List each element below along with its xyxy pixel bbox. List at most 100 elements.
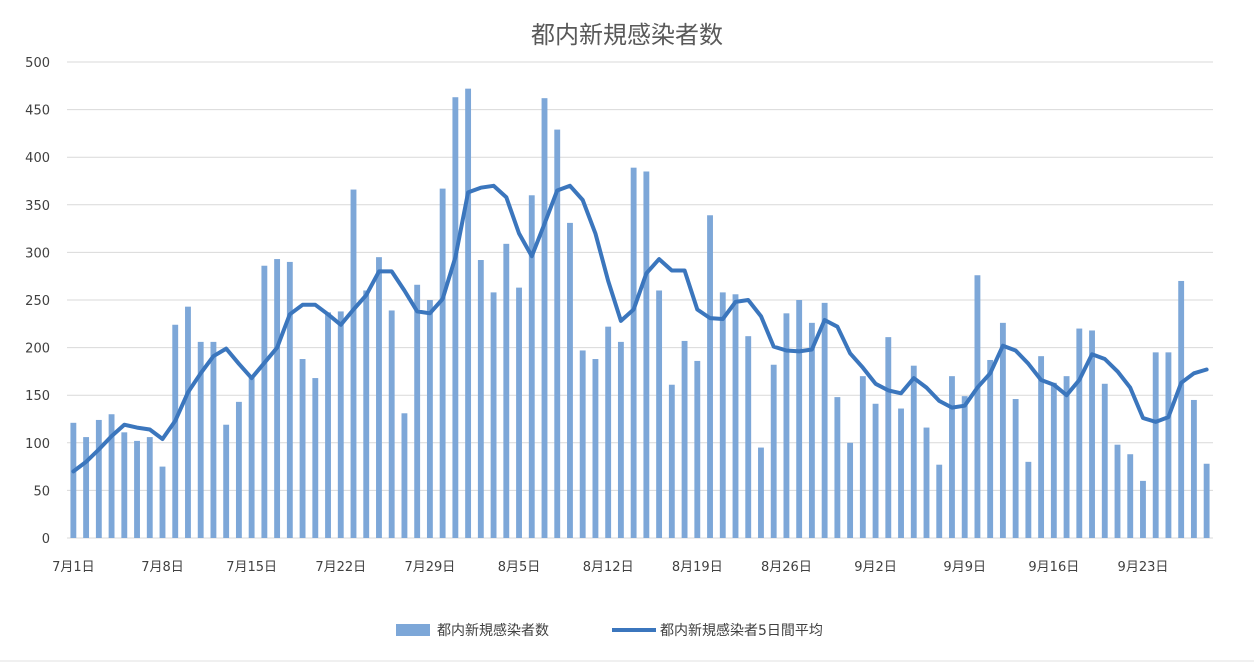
bar — [516, 287, 522, 538]
average-line — [71, 183, 1209, 474]
bar-series — [70, 88, 1210, 539]
y-tick-label: 100 — [25, 437, 50, 452]
bar — [197, 341, 204, 538]
bar — [758, 447, 764, 538]
bar — [108, 414, 115, 538]
line-series — [71, 183, 1209, 474]
x-tick-label: 7月1日 — [52, 560, 95, 575]
bar — [465, 88, 472, 538]
bar — [987, 359, 994, 538]
bar — [325, 312, 331, 538]
bar — [796, 300, 803, 538]
bar — [783, 313, 790, 538]
bar — [337, 311, 344, 538]
bar — [630, 167, 637, 538]
bar — [554, 129, 561, 539]
bar — [745, 336, 752, 538]
bar — [363, 290, 370, 538]
bar — [70, 422, 77, 538]
bar — [1012, 399, 1019, 538]
bar — [414, 284, 421, 538]
x-tick-label: 8月12日 — [583, 560, 634, 575]
legend-bar-swatch — [396, 624, 430, 636]
bar — [274, 259, 281, 538]
bar — [1063, 376, 1070, 538]
bar — [210, 341, 217, 538]
bar — [1089, 330, 1095, 538]
bar — [312, 378, 319, 538]
bar — [1038, 356, 1045, 538]
x-tick-label: 7月29日 — [404, 560, 455, 575]
x-tick-label: 8月26日 — [761, 560, 812, 575]
bar — [643, 171, 650, 539]
bar — [1101, 383, 1108, 538]
bar — [541, 98, 548, 539]
bar — [286, 261, 293, 538]
bar — [707, 215, 713, 538]
x-tick-label: 7月15日 — [226, 560, 277, 575]
bar — [719, 292, 726, 538]
bar — [490, 292, 497, 538]
bar — [503, 243, 510, 538]
bar — [999, 322, 1006, 538]
bar — [834, 397, 841, 538]
bar — [1076, 328, 1083, 538]
bar — [910, 365, 917, 538]
bar — [185, 306, 191, 538]
bar — [121, 432, 128, 538]
bar — [426, 300, 433, 538]
legend-bar-label: 都内新規感染者数 — [437, 622, 549, 639]
x-tick-label: 9月16日 — [1028, 560, 1079, 575]
bar — [401, 413, 408, 538]
bar — [350, 189, 357, 538]
bar — [592, 359, 599, 538]
x-tick-label: 9月2日 — [854, 560, 897, 575]
bar — [248, 378, 255, 538]
legend: 都内新規感染者数 都内新規感染者5日間平均 — [396, 622, 823, 639]
bar — [452, 97, 459, 538]
bar — [223, 424, 230, 538]
bar — [821, 302, 828, 538]
bar — [694, 360, 701, 538]
bar — [299, 359, 306, 538]
bar — [898, 408, 904, 538]
y-tick-label: 150 — [25, 389, 50, 404]
bar — [388, 310, 395, 538]
bar — [439, 188, 446, 538]
bar — [172, 324, 179, 538]
bar — [95, 419, 102, 538]
y-tick-label: 250 — [25, 294, 50, 309]
bar — [1127, 454, 1134, 538]
bar — [681, 340, 688, 538]
bar — [617, 341, 624, 538]
bar — [1203, 463, 1210, 538]
bar — [605, 326, 612, 538]
bar — [159, 466, 166, 538]
bar — [668, 384, 675, 538]
y-tick-label: 400 — [25, 151, 50, 166]
y-tick-label: 350 — [25, 199, 50, 214]
y-tick-label: 0 — [42, 532, 50, 547]
chart-title: 都内新規感染者数 — [531, 21, 723, 49]
y-tick-label: 200 — [25, 342, 50, 357]
y-tick-label: 500 — [25, 56, 50, 71]
bar — [808, 322, 815, 538]
bar — [376, 257, 382, 538]
bar — [961, 396, 968, 538]
bar — [83, 437, 90, 538]
bar — [1025, 461, 1032, 538]
x-tick-label: 9月23日 — [1118, 560, 1169, 575]
x-tick-label: 9月9日 — [943, 560, 986, 575]
bar — [235, 401, 242, 538]
bar — [477, 260, 484, 538]
bar — [1050, 382, 1057, 538]
bar — [1152, 352, 1159, 538]
bar — [567, 222, 573, 538]
bar — [1165, 352, 1172, 538]
bar — [579, 350, 586, 538]
bar — [872, 403, 879, 538]
bar — [923, 427, 930, 538]
legend-line-label: 都内新規感染者5日間平均 — [660, 622, 823, 639]
bar — [859, 376, 866, 538]
